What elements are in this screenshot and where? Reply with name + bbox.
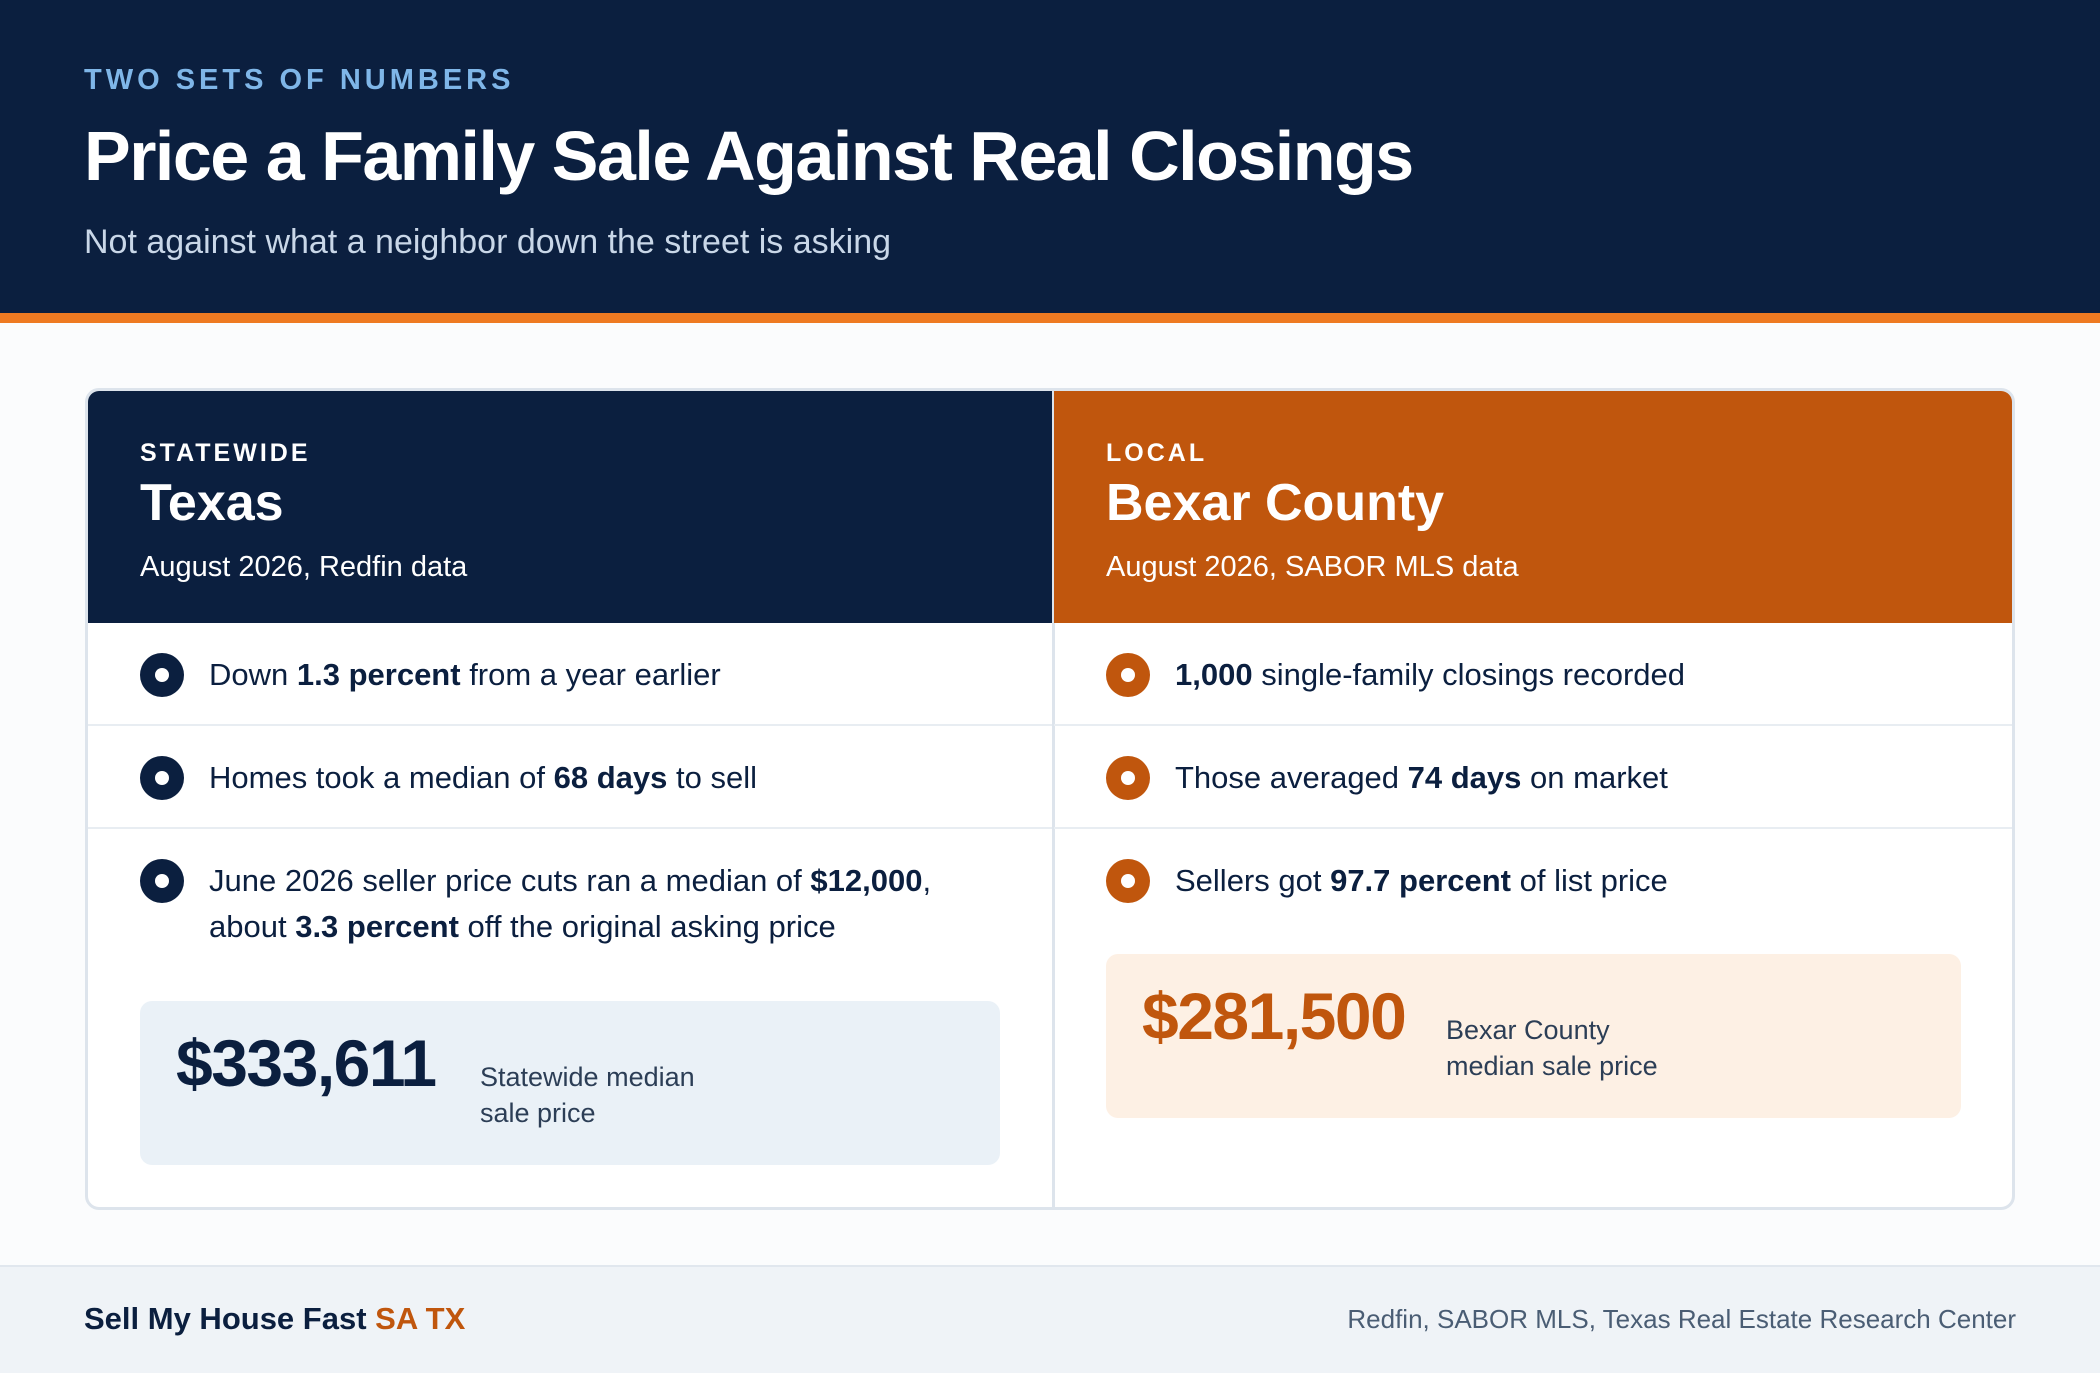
- statewide-point-text: June 2026 seller price cuts ran a median…: [209, 863, 932, 944]
- header-banner: TWO SETS OF NUMBERS Price a Family Sale …: [0, 0, 2100, 313]
- header-accent-rule: [0, 313, 2100, 323]
- source-credits: Redfin, SABOR MLS, Texas Real Estate Res…: [1347, 1304, 2016, 1334]
- statewide-column: STATEWIDE Texas August 2026, Redfin data…: [88, 391, 1052, 1207]
- list-item: Those averaged 74 days on market: [1054, 726, 2012, 829]
- list-item: 1,000 single-family closings recorded: [1054, 623, 2012, 726]
- page-title: Price a Family Sale Against Real Closing…: [84, 117, 1414, 195]
- brand-accent: SA TX: [375, 1301, 466, 1336]
- page-subtitle: Not against what a neighbor down the str…: [84, 223, 892, 261]
- statewide-header: STATEWIDE Texas August 2026, Redfin data: [88, 391, 1052, 623]
- statewide-price-box: $333,611 Statewide median sale price: [140, 1001, 1000, 1165]
- bullet-icon: [140, 756, 184, 800]
- list-item: Homes took a median of 68 days to sell: [88, 726, 1052, 829]
- local-point-text: Those averaged 74 days on market: [1175, 760, 1668, 795]
- eyebrow-text: TWO SETS OF NUMBERS: [84, 64, 515, 96]
- statewide-point-text: Down 1.3 percent from a year earlier: [209, 657, 721, 692]
- bullet-icon: [140, 653, 184, 697]
- local-region: Bexar County: [1106, 474, 1445, 532]
- statewide-region: Texas: [140, 474, 284, 532]
- footer: Sell My House Fast SA TX Redfin, SABOR M…: [0, 1265, 2100, 1373]
- bullet-icon: [1106, 859, 1150, 903]
- list-item: Down 1.3 percent from a year earlier: [88, 623, 1052, 726]
- bullet-icon: [1106, 653, 1150, 697]
- local-median-price: $281,500: [1142, 979, 1407, 1053]
- list-item: Sellers got 97.7 percent of list price: [1054, 829, 2012, 932]
- local-source: August 2026, SABOR MLS data: [1106, 551, 1519, 583]
- brand-logo-text: Sell My House Fast SA TX: [84, 1301, 466, 1336]
- local-price-box: $281,500 Bexar County median sale price: [1106, 954, 1961, 1118]
- statewide-source: August 2026, Redfin data: [140, 551, 468, 583]
- local-price-label: Bexar County median sale price: [1446, 1015, 1658, 1081]
- local-point-text: Sellers got 97.7 percent of list price: [1175, 863, 1668, 898]
- local-header: LOCAL Bexar County August 2026, SABOR ML…: [1054, 391, 2012, 623]
- local-kicker: LOCAL: [1106, 439, 1208, 467]
- local-column: LOCAL Bexar County August 2026, SABOR ML…: [1054, 391, 2012, 1207]
- comparison-card: STATEWIDE Texas August 2026, Redfin data…: [85, 388, 2015, 1210]
- list-item: June 2026 seller price cuts ran a median…: [88, 829, 1052, 969]
- statewide-point-text: Homes took a median of 68 days to sell: [209, 760, 757, 795]
- statewide-price-label: Statewide median sale price: [480, 1062, 695, 1128]
- statewide-kicker: STATEWIDE: [140, 439, 311, 467]
- bullet-icon: [1106, 756, 1150, 800]
- statewide-median-price: $333,611: [176, 1026, 437, 1100]
- local-point-text: 1,000 single-family closings recorded: [1175, 657, 1686, 692]
- bullet-icon: [140, 859, 184, 903]
- column-divider: [1052, 391, 1055, 1207]
